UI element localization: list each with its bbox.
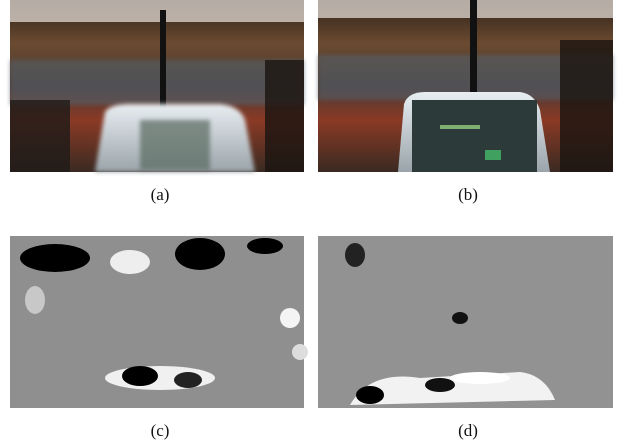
image-d xyxy=(318,236,613,408)
caption: (d) xyxy=(458,421,478,440)
image-c xyxy=(10,236,308,408)
caption: (b) xyxy=(458,185,478,204)
caption: (a) xyxy=(151,185,170,204)
figure: (a) (b) (c) (d) xyxy=(0,0,623,442)
image-a xyxy=(10,0,304,172)
caption: (c) xyxy=(151,421,170,440)
page: (a) (b) (c) (d) (() => { const data = JS… xyxy=(0,0,623,442)
image-b xyxy=(318,0,613,172)
